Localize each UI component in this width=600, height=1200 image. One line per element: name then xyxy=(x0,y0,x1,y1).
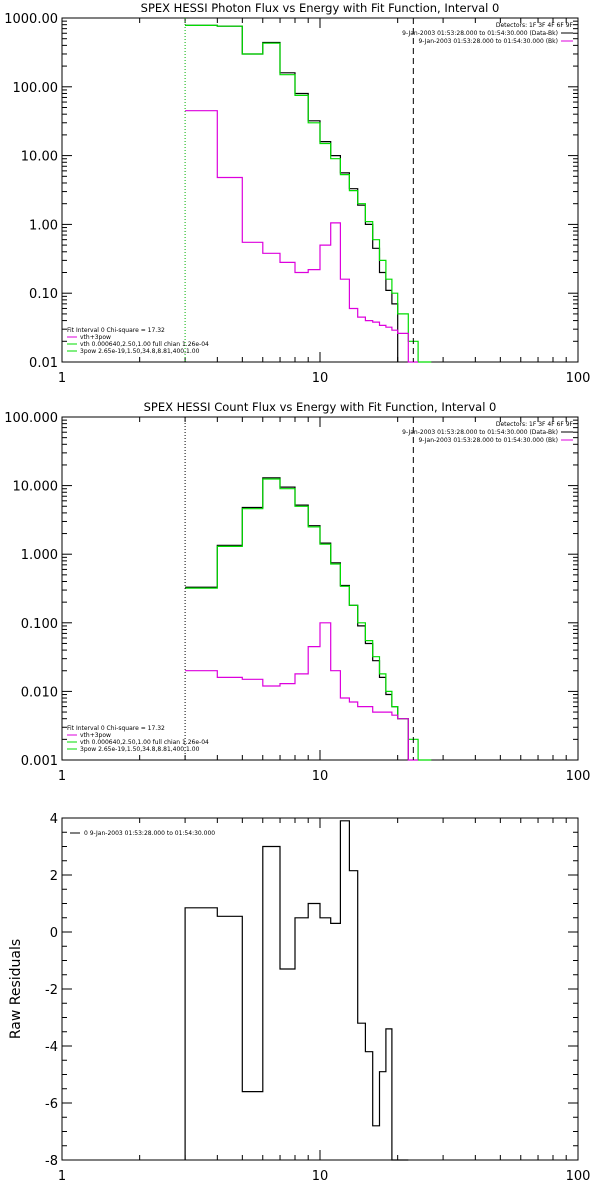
legend-title: Fit Interval 0 Chi-square = 17.32 xyxy=(67,725,165,732)
y-tick-label: 100.00 xyxy=(13,81,59,96)
y-tick-label: 0.010 xyxy=(21,685,58,700)
plot-frame xyxy=(61,817,579,1161)
y-tick-label: 0.100 xyxy=(21,617,58,632)
header-line1: 9-Jan-2003 01:53:28.000 to 01:54:30.000 … xyxy=(402,30,558,37)
y-tick-label: 1000.00 xyxy=(4,12,58,27)
plot-frame xyxy=(61,416,579,761)
y-tick-label: -2 xyxy=(45,983,58,998)
y-tick-label: 1.000 xyxy=(21,548,58,563)
legend-entry: 0 9-Jan-2003 01:53:28.000 to 01:54:30.00… xyxy=(84,830,215,837)
x-tick-label: 1 xyxy=(58,1169,66,1184)
y-tick-label: 10.00 xyxy=(21,150,58,165)
x-tick-label: 100 xyxy=(566,371,591,386)
y-tick-label: -6 xyxy=(45,1097,58,1112)
y-tick-label: 1.00 xyxy=(29,218,58,233)
legend-entry: 3pow 2.65e-19,1.50,34.8,8.81,400,1.00 xyxy=(80,746,200,753)
y-tick-label: 2 xyxy=(50,869,58,884)
header-detectors: Detectors: 1F 3F 4F 6F 9F xyxy=(496,421,574,428)
legend-entry: 3pow 2.65e-19,1.50,34.8,8.81,400,1.00 xyxy=(80,348,200,355)
series-data xyxy=(185,24,399,362)
x-tick-label: 100 xyxy=(566,769,591,784)
y-tick-label: 4 xyxy=(50,812,58,827)
panel-photon: SPEX HESSI Photon Flux vs Energy with Fi… xyxy=(4,1,590,386)
legend-entry: vth+3pow xyxy=(80,334,111,341)
header-line1: 9-Jan-2003 01:53:28.000 to 01:54:30.000 … xyxy=(402,429,558,436)
header-detectors: Detectors: 1F 3F 4F 6F 9F xyxy=(496,22,574,29)
x-tick-label: 1 xyxy=(58,769,66,784)
y-tick-label: 100.000 xyxy=(4,411,58,426)
series-fit_component xyxy=(185,622,419,761)
x-tick-label: 10 xyxy=(312,769,329,784)
series-residuals xyxy=(184,820,409,1161)
header-line2: 9-Jan-2003 01:53:28.000 to 01:54:30.000 … xyxy=(418,437,558,444)
chart-title: SPEX HESSI Count Flux vs Energy with Fit… xyxy=(144,400,497,414)
legend-title: Fit Interval 0 Chi-square = 17.32 xyxy=(67,327,165,334)
legend-entry: vth+3pow xyxy=(80,732,111,739)
plot-frame xyxy=(61,17,579,363)
y-tick-label: 0.10 xyxy=(29,287,58,302)
y-tick-label: 0.001 xyxy=(21,754,58,769)
header-line2: 9-Jan-2003 01:53:28.000 to 01:54:30.000 … xyxy=(418,38,558,45)
x-tick-label: 10 xyxy=(312,371,329,386)
x-tick-label: 1 xyxy=(58,371,66,386)
legend-entry: vth 0.000640,2.50,1.00 full chian 1.26e-… xyxy=(80,739,209,746)
legend-entry: vth 0.000640,2.50,1.00 full chian 1.26e-… xyxy=(80,341,209,348)
x-tick-label: 10 xyxy=(312,1169,329,1184)
series-fit_total xyxy=(185,24,432,363)
x-tick-label: 100 xyxy=(566,1169,591,1184)
y-tick-label: 0 xyxy=(50,926,58,941)
y-tick-label: -8 xyxy=(45,1154,58,1169)
panel-residuals: 1 10 100 -8 -6 -4 -2 0 2 4 Raw Residuals 0 9-Jan-20… xyxy=(8,812,590,1184)
series-fit_component xyxy=(185,110,419,363)
y-tick-label: 0.01 xyxy=(29,356,58,371)
chart-title: SPEX HESSI Photon Flux vs Energy with Fi… xyxy=(141,1,500,15)
panel-count: SPEX HESSI Count Flux vs Energy with Fit… xyxy=(4,400,590,784)
y-axis-label: Raw Residuals xyxy=(8,939,24,1039)
series-data xyxy=(185,477,409,760)
series-fit_total xyxy=(185,478,432,761)
y-tick-label: 10.000 xyxy=(13,480,59,495)
y-tick-label: -4 xyxy=(45,1040,58,1055)
